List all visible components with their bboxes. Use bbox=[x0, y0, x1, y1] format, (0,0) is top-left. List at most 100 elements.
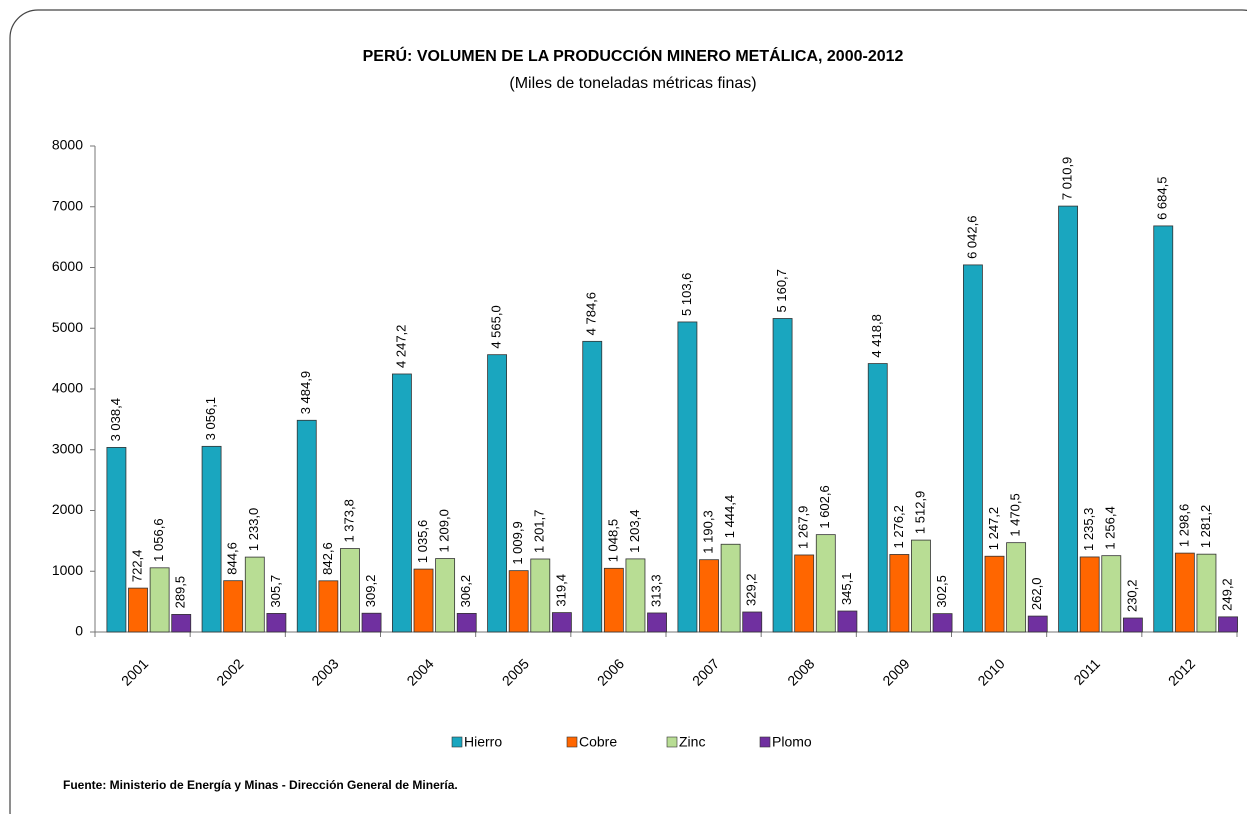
x-tick-label: 2011 bbox=[1070, 655, 1103, 688]
value-label: 4 565,0 bbox=[489, 305, 504, 348]
bar bbox=[361, 612, 382, 633]
bar bbox=[837, 610, 858, 633]
bar bbox=[815, 534, 836, 633]
bar bbox=[318, 580, 339, 633]
bar bbox=[223, 580, 244, 633]
value-label: 1 267,9 bbox=[796, 506, 811, 549]
y-tick-label: 1000 bbox=[52, 562, 83, 578]
value-label: 3 484,9 bbox=[298, 371, 313, 414]
value-label: 1 203,4 bbox=[627, 510, 642, 553]
bar bbox=[530, 558, 551, 633]
bar bbox=[128, 587, 148, 633]
y-tick-label: 4000 bbox=[52, 380, 83, 396]
value-label: 313,3 bbox=[648, 574, 663, 607]
bar bbox=[244, 556, 265, 633]
value-label: 1 201,7 bbox=[532, 510, 547, 553]
value-label: 4 418,8 bbox=[869, 314, 884, 357]
legend-label: Hierro bbox=[464, 734, 502, 750]
value-label: 3 038,4 bbox=[108, 398, 123, 441]
x-tick-label: 2012 bbox=[1165, 655, 1198, 688]
value-label: 329,2 bbox=[744, 573, 759, 606]
bar bbox=[413, 568, 434, 633]
value-label: 844,6 bbox=[225, 542, 240, 575]
x-tick-label: 2009 bbox=[879, 655, 912, 688]
chart-subtitle: (Miles de toneladas métricas finas) bbox=[509, 75, 756, 92]
value-label: 3 056,1 bbox=[203, 397, 218, 440]
bar bbox=[106, 447, 127, 633]
x-tick-label: 2010 bbox=[974, 655, 1007, 688]
bar bbox=[772, 318, 793, 633]
value-label: 305,7 bbox=[268, 575, 283, 608]
bar bbox=[456, 612, 477, 633]
y-tick-label: 2000 bbox=[52, 501, 83, 517]
bar bbox=[720, 543, 741, 633]
bar bbox=[1027, 615, 1048, 633]
bar bbox=[296, 419, 317, 633]
legend-swatch bbox=[759, 736, 771, 748]
value-label: 1 276,2 bbox=[891, 505, 906, 548]
x-tick-label: 2007 bbox=[689, 655, 722, 688]
bar bbox=[742, 611, 763, 633]
value-label: 1 233,0 bbox=[246, 508, 261, 551]
bar bbox=[647, 612, 667, 633]
value-label: 4 784,6 bbox=[584, 292, 599, 335]
x-tick-label: 2006 bbox=[594, 655, 627, 688]
value-label: 842,6 bbox=[320, 542, 335, 575]
value-label: 302,5 bbox=[934, 575, 949, 608]
value-label: 1 056,6 bbox=[151, 518, 166, 561]
value-label: 1 035,6 bbox=[415, 520, 430, 563]
legend-swatch bbox=[566, 736, 578, 748]
frame bbox=[9, 9, 1247, 814]
value-label: 1 048,5 bbox=[605, 519, 620, 562]
x-tick-label: 2001 bbox=[118, 655, 151, 688]
value-label: 6 684,5 bbox=[1155, 177, 1170, 220]
bar bbox=[699, 559, 719, 633]
bar bbox=[1174, 552, 1195, 633]
bar bbox=[1153, 225, 1174, 633]
y-tick-label: 7000 bbox=[52, 197, 83, 213]
value-label: 345,1 bbox=[839, 572, 854, 605]
value-label: 1 373,8 bbox=[341, 499, 356, 542]
value-label: 1 444,4 bbox=[722, 495, 737, 538]
bar bbox=[487, 354, 507, 633]
value-label: 319,4 bbox=[553, 574, 568, 607]
value-label: 249,2 bbox=[1219, 578, 1234, 611]
x-tick-label: 2002 bbox=[213, 655, 246, 688]
value-label: 722,4 bbox=[129, 550, 144, 583]
bar bbox=[677, 321, 698, 633]
value-label: 5 160,7 bbox=[774, 269, 789, 312]
value-label: 1 512,9 bbox=[912, 491, 927, 534]
bar bbox=[1101, 555, 1122, 633]
value-label: 1 235,3 bbox=[1081, 508, 1096, 551]
bar bbox=[932, 613, 953, 633]
value-label: 1 298,6 bbox=[1176, 504, 1191, 547]
bar bbox=[1079, 556, 1100, 633]
bar bbox=[984, 555, 1005, 633]
chart-title: PERÚ: VOLUMEN DE LA PRODUCCIÓN MINERO ME… bbox=[363, 46, 904, 65]
bar bbox=[911, 539, 931, 633]
source: Fuente: Ministerio de Energía y Minas - … bbox=[63, 778, 458, 792]
bar bbox=[1122, 617, 1143, 633]
bar bbox=[435, 558, 456, 633]
bar bbox=[1218, 616, 1238, 633]
value-label: 1 256,4 bbox=[1103, 506, 1118, 549]
bar bbox=[794, 554, 815, 633]
y-tick-label: 3000 bbox=[52, 440, 83, 456]
bar bbox=[625, 558, 646, 633]
x-tick-label: 2004 bbox=[403, 655, 436, 688]
bar bbox=[1006, 542, 1027, 633]
bar bbox=[867, 363, 888, 633]
y-tick-label: 8000 bbox=[52, 137, 83, 153]
y-tick-label: 5000 bbox=[52, 319, 83, 335]
value-label: 230,2 bbox=[1124, 579, 1139, 612]
value-label: 262,0 bbox=[1029, 578, 1044, 611]
legend-swatch bbox=[666, 736, 678, 748]
value-label: 5 103,6 bbox=[679, 273, 694, 316]
bar bbox=[149, 567, 170, 633]
legend-label: Plomo bbox=[772, 734, 812, 750]
x-tick-label: 2008 bbox=[784, 655, 817, 688]
value-label: 7 010,9 bbox=[1060, 157, 1075, 200]
value-label: 309,2 bbox=[363, 575, 378, 608]
bar bbox=[201, 445, 222, 633]
